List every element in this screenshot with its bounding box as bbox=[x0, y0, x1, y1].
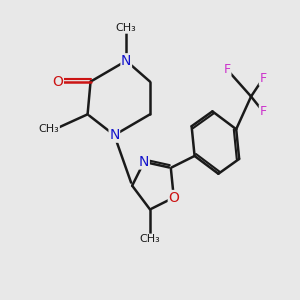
Text: N: N bbox=[121, 54, 131, 68]
Text: N: N bbox=[109, 128, 119, 142]
Text: O: O bbox=[168, 190, 179, 205]
Text: O: O bbox=[52, 75, 63, 88]
Text: F: F bbox=[224, 63, 231, 76]
Text: CH₃: CH₃ bbox=[116, 23, 136, 33]
Text: CH₃: CH₃ bbox=[39, 124, 59, 134]
Text: CH₃: CH₃ bbox=[140, 234, 160, 244]
Text: N: N bbox=[139, 155, 149, 169]
Text: F: F bbox=[260, 72, 266, 85]
Text: F: F bbox=[260, 105, 266, 118]
